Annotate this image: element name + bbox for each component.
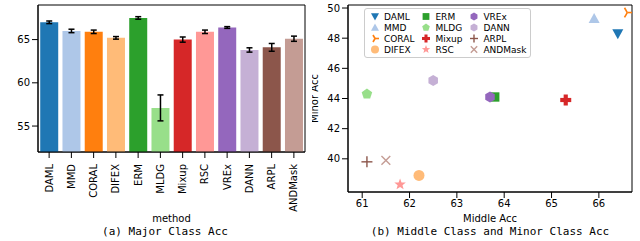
svg-text:VREx: VREx — [222, 164, 233, 190]
svg-text:DIFEX: DIFEX — [110, 164, 121, 194]
svg-text:Mixup: Mixup — [177, 164, 188, 194]
svg-text:DAML: DAML — [44, 164, 55, 193]
svg-text:Middle Acc: Middle Acc — [463, 213, 517, 222]
html-text:DAML: DAML — [384, 11, 410, 22]
html-text:ERM: ERM — [435, 11, 456, 22]
svg-text:method: method — [152, 213, 191, 222]
html-text:CORAL: CORAL — [384, 33, 415, 44]
svg-text:63: 63 — [450, 198, 463, 209]
svg-text:64: 64 — [498, 198, 511, 209]
svg-text:ANDMask: ANDMask — [288, 164, 299, 212]
svg-text:Minor Acc: Minor Acc — [312, 74, 320, 123]
svg-text:65: 65 — [545, 198, 558, 209]
html-text:(b) Middle Class and Minor Cla: (b) Middle Class and Minor Class Acc — [370, 225, 610, 238]
svg-text:65: 65 — [17, 34, 30, 45]
svg-text:60: 60 — [17, 77, 30, 88]
svg-text:46: 46 — [327, 63, 340, 74]
svg-text:MMD: MMD — [66, 164, 77, 189]
svg-text:CORAL: CORAL — [88, 164, 99, 198]
html-text:MMD: MMD — [384, 22, 407, 33]
svg-text:55: 55 — [17, 121, 30, 132]
svg-text:RSC: RSC — [199, 164, 210, 184]
svg-text:50: 50 — [327, 3, 340, 14]
svg-text:66: 66 — [592, 198, 605, 209]
svg-text:42: 42 — [327, 123, 340, 134]
html-text:Mixup: Mixup — [435, 33, 463, 44]
html-text:(a) Major Class Acc: (a) Major Class Acc — [102, 225, 228, 238]
svg-text:DANN: DANN — [244, 164, 255, 193]
svg-text:40: 40 — [327, 153, 340, 164]
html-text:ANDMask: ANDMask — [483, 44, 527, 55]
svg-text:44: 44 — [327, 93, 340, 104]
html-text:DANN: DANN — [483, 22, 510, 33]
html-text:MLDG: MLDG — [435, 22, 463, 33]
svg-text:ERM: ERM — [133, 164, 144, 186]
svg-text:62: 62 — [403, 198, 416, 209]
html-text:RSC: RSC — [435, 44, 454, 55]
html-text:DIFEX: DIFEX — [384, 44, 411, 55]
svg-text:48: 48 — [327, 33, 340, 44]
html-text:ARPL: ARPL — [483, 33, 507, 44]
svg-text:MLDG: MLDG — [155, 164, 166, 194]
html-text:VREx: VREx — [483, 11, 507, 22]
svg-text:ARPL: ARPL — [266, 164, 277, 190]
svg-text:61: 61 — [356, 198, 369, 209]
